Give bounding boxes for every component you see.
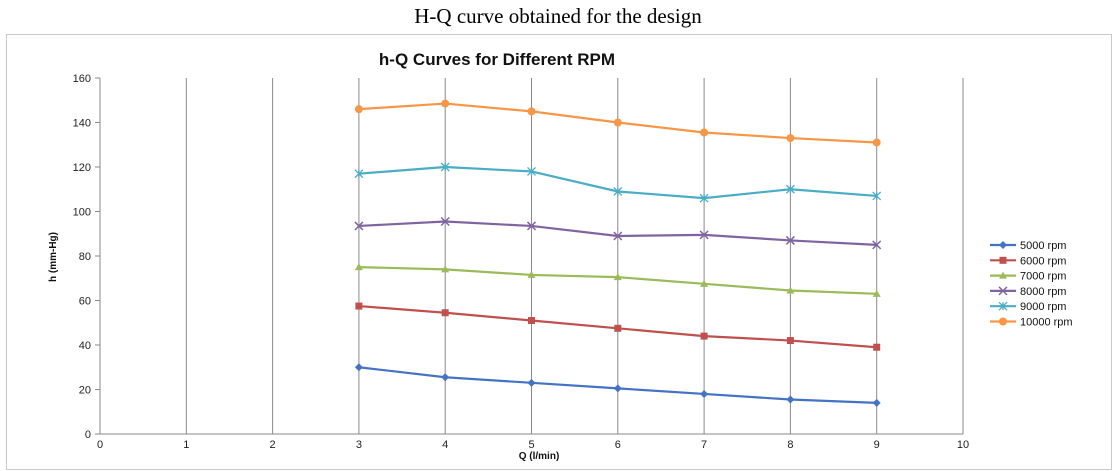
data-point-8000-rpm: [785, 235, 795, 245]
legend-marker: [998, 301, 1008, 311]
legend-label: 7000 rpm: [1020, 271, 1066, 283]
x-tick-label: 3: [356, 439, 362, 451]
x-tick-label: 10: [957, 439, 969, 451]
legend-marker: [999, 241, 1007, 249]
y-tick-label: 40: [79, 340, 91, 352]
x-tick-label: 0: [97, 439, 103, 451]
data-point-8000-rpm: [354, 221, 364, 231]
data-point-5000-rpm: [527, 378, 536, 387]
data-point-8000-rpm: [872, 240, 882, 250]
data-point-7000-rpm: [786, 286, 795, 294]
data-point-9000-rpm: [699, 193, 709, 203]
y-tick-label: 0: [85, 429, 91, 441]
x-tick-label: 6: [615, 439, 621, 451]
data-point-6000-rpm: [873, 343, 881, 351]
legend: 5000 rpm 6000 rpm 7000 rpm 8000 rpm 9000 rpm…: [990, 240, 1073, 329]
x-tick-label: 8: [787, 439, 793, 451]
data-point-6000-rpm: [355, 302, 363, 310]
legend-label: 5000 rpm: [1020, 240, 1066, 252]
data-point-7000-rpm: [527, 270, 536, 278]
data-point-9000-rpm: [872, 191, 882, 201]
hq-chart: h-Q Curves for Different RPM h (mm-Hg) Q…: [48, 50, 1073, 462]
data-point-5000-rpm: [872, 398, 881, 407]
legend-label: 9000 rpm: [1020, 301, 1066, 313]
data-point-7000-rpm: [441, 265, 450, 273]
x-tick-label: 4: [442, 439, 448, 451]
data-point-6000-rpm: [614, 324, 622, 332]
data-point-10000-rpm: [700, 128, 709, 137]
x-tick-label: 5: [528, 439, 534, 451]
chart-title: h-Q Curves for Different RPM: [379, 50, 615, 69]
y-tick-label: 20: [79, 385, 91, 397]
data-point-10000-rpm: [441, 99, 450, 108]
data-point-10000-rpm: [613, 118, 622, 127]
y-tick-label: 160: [73, 73, 91, 85]
legend-item-9000-rpm: 9000 rpm: [990, 301, 1066, 313]
legend-label: 6000 rpm: [1020, 255, 1066, 267]
data-point-8000-rpm: [440, 216, 450, 227]
data-point-6000-rpm: [700, 332, 708, 340]
legend-item-10000-rpm: 10000 rpm: [990, 317, 1073, 329]
data-point-7000-rpm: [354, 263, 363, 271]
data-point-6000-rpm: [441, 309, 449, 317]
data-point-10000-rpm: [872, 138, 881, 147]
x-axis-label: Q (l/min): [519, 451, 560, 462]
x-tick-label: 2: [270, 439, 276, 451]
y-tick-label: 140: [73, 118, 91, 130]
data-point-8000-rpm: [699, 230, 709, 240]
legend-label: 10000 rpm: [1020, 317, 1073, 329]
y-tick-label: 80: [79, 251, 91, 263]
legend-label: 8000 rpm: [1020, 286, 1066, 298]
data-point-9000-rpm: [613, 187, 623, 196]
data-point-10000-rpm: [786, 134, 795, 143]
x-tick-label: 7: [701, 439, 707, 451]
data-point-8000-rpm: [526, 221, 537, 231]
data-point-9000-rpm: [527, 166, 536, 176]
data-point-9000-rpm: [354, 169, 364, 179]
series-5000-rpm: [354, 363, 881, 407]
series-6000-rpm: [355, 302, 881, 351]
data-point-7000-rpm: [613, 273, 622, 281]
data-point-9000-rpm: [785, 184, 795, 194]
series-7000-rpm: [354, 263, 881, 297]
series-10000-rpm: [354, 99, 881, 147]
series-8000-rpm: [354, 216, 882, 250]
data-point-10000-rpm: [354, 105, 363, 114]
data-point-9000-rpm: [440, 162, 450, 172]
legend-item-7000-rpm: 7000 rpm: [990, 271, 1066, 283]
x-tick-label: 1: [183, 439, 189, 451]
data-point-7000-rpm: [872, 289, 881, 297]
data-point-10000-rpm: [527, 107, 536, 116]
data-point-7000-rpm: [700, 279, 709, 287]
data-point-6000-rpm: [786, 337, 794, 345]
legend-item-8000-rpm: 8000 rpm: [990, 286, 1066, 298]
legend-marker: [999, 317, 1007, 326]
legend-item-6000-rpm: 6000 rpm: [990, 255, 1066, 267]
y-tick-label: 100: [73, 207, 91, 219]
chart-frame: h-Q Curves for Different RPM h (mm-Hg) Q…: [6, 34, 1112, 470]
data-point-5000-rpm: [354, 363, 363, 372]
data-point-5000-rpm: [786, 395, 795, 404]
data-point-5000-rpm: [613, 384, 622, 393]
y-tick-label: 120: [73, 162, 91, 174]
legend-marker: [999, 256, 1007, 264]
y-tick-label: 60: [79, 296, 91, 308]
data-point-5000-rpm: [441, 373, 450, 382]
x-tick-label: 9: [874, 439, 880, 451]
data-point-8000-rpm: [613, 231, 623, 241]
legend-marker: [998, 286, 1008, 296]
series-9000-rpm: [354, 162, 882, 203]
data-point-6000-rpm: [528, 317, 535, 325]
y-axis-label: h (mm-Hg): [48, 232, 59, 282]
figure-caption: H-Q curve obtained for the design: [414, 4, 702, 28]
legend-item-5000-rpm: 5000 rpm: [990, 240, 1066, 252]
legend-marker: [999, 271, 1007, 279]
data-point-5000-rpm: [700, 389, 709, 398]
